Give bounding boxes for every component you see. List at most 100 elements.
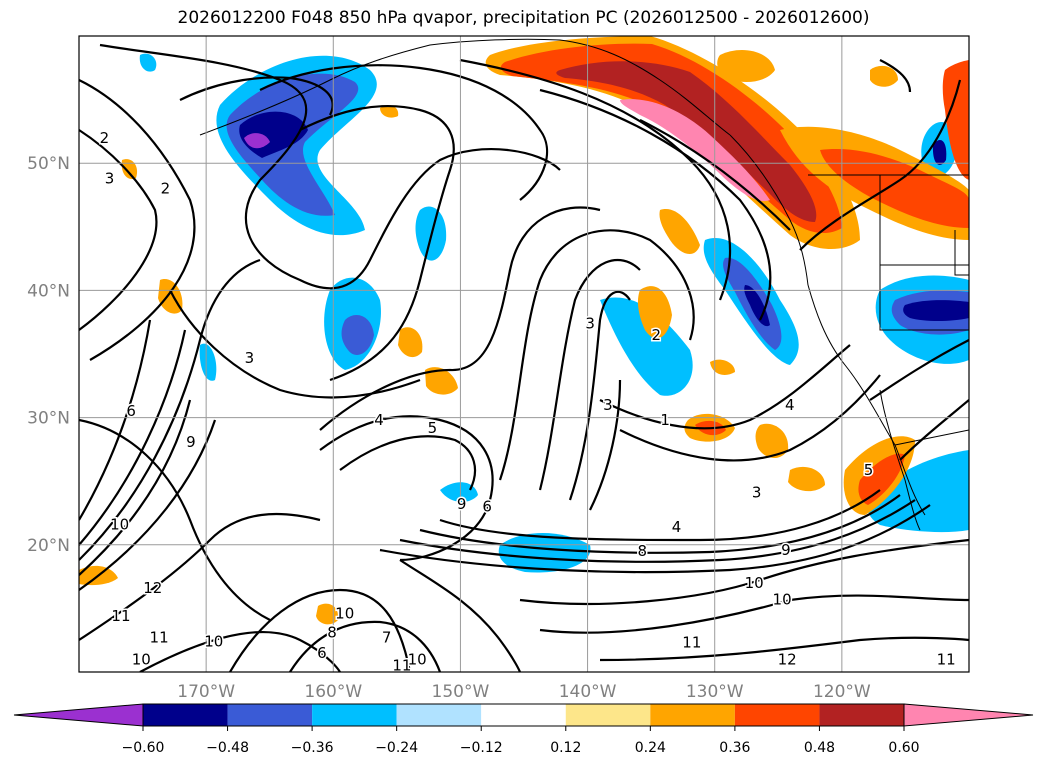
contour-line <box>538 258 641 491</box>
lat-tick-label: 50°N <box>27 154 70 174</box>
coastline-west-us <box>807 284 926 516</box>
contour-line <box>439 489 881 542</box>
contour-line <box>319 206 601 431</box>
colorbar-tick-label: 0.12 <box>550 740 581 756</box>
colorbar-swatch <box>565 704 651 726</box>
contour-line <box>519 538 969 606</box>
pos-top-right <box>717 50 775 82</box>
contour-label: 10 <box>132 650 151 668</box>
colorbar-swatch <box>312 704 397 726</box>
pos-blob-8 <box>398 327 423 358</box>
neg-band-east2-peak <box>744 285 770 327</box>
neg-blob-midpac-core <box>341 315 374 355</box>
contour-line <box>139 630 341 672</box>
contour-label: 4 <box>374 411 384 429</box>
contour-label: 8 <box>327 624 337 642</box>
colorbar-tick-label: 0.48 <box>804 740 835 756</box>
neg-blob-aleutian-peak <box>244 133 270 149</box>
lat-tick-label: 40°N <box>27 281 70 301</box>
contour-line <box>289 620 442 672</box>
border-us-mexico <box>894 429 969 446</box>
contour-label: 10 <box>110 515 129 533</box>
pos-blob-3 <box>788 466 825 492</box>
border-state3 <box>954 230 969 276</box>
contour-label: 3 <box>245 349 255 367</box>
contour-label: 11 <box>682 634 701 652</box>
colorbar: −0.60 −0.48 −0.36 −0.24 −0.12 0.12 0.24 0.36 0.4… <box>13 703 1034 756</box>
contour-line <box>259 64 549 201</box>
contour-label: 2 <box>100 129 110 147</box>
contour-line <box>599 636 969 662</box>
neg-band-east <box>600 297 693 396</box>
neg-blob-coast-peak <box>903 300 969 321</box>
colorbar-tick-label: −0.12 <box>460 740 503 756</box>
pos-blob-14 <box>380 105 399 118</box>
lon-tick-label: 120°W <box>813 682 871 702</box>
colorbar-swatch <box>227 704 313 726</box>
contour-label: 6 <box>317 644 327 662</box>
colorbar-frame <box>142 703 905 727</box>
contour-line <box>169 289 421 399</box>
graticule <box>79 36 969 672</box>
colorbar-tick-label: −0.60 <box>122 740 165 756</box>
contour-line <box>899 399 969 461</box>
contour-line <box>339 435 477 491</box>
contour-label: 9 <box>186 433 196 451</box>
colorbar-extend-low <box>13 703 144 727</box>
lon-tick-label: 130°W <box>686 682 744 702</box>
contour-line <box>79 258 261 561</box>
colorbar-swatch <box>650 704 735 726</box>
contour-label: 10 <box>745 574 764 592</box>
pos-band-pnw-peak <box>620 99 770 202</box>
coastline-alaska <box>199 38 731 136</box>
contour-line <box>79 329 187 546</box>
contour-line <box>599 344 851 430</box>
pos-blob-4-core <box>858 453 905 505</box>
contour-label: 9 <box>781 541 791 559</box>
contour-line <box>79 399 192 576</box>
coastline-layer <box>199 38 969 531</box>
contour-line <box>539 88 772 321</box>
contour-label: 10 <box>773 590 792 608</box>
colorbar-tick-label: 0.36 <box>719 740 750 756</box>
contour-label: 12 <box>143 579 162 597</box>
lon-tick-label: 140°W <box>559 682 617 702</box>
contour-line <box>79 319 152 521</box>
contour-line <box>879 59 912 93</box>
contour-label: 10 <box>335 604 354 622</box>
pos-blob-9 <box>158 279 183 314</box>
contour-line <box>229 588 412 672</box>
contour-line <box>399 499 916 563</box>
contour-label: 6 <box>482 498 492 516</box>
colorbar-swatch <box>734 704 820 726</box>
contour-line <box>539 594 969 634</box>
contour-label: 2 <box>651 326 661 344</box>
contour-layer <box>79 43 969 672</box>
pos-blob-13 <box>121 159 138 180</box>
contour-line <box>619 374 881 462</box>
contour-label: 12 <box>778 650 797 668</box>
colorbar-swatch <box>143 704 228 726</box>
coastline-baja <box>879 389 921 531</box>
contour-line <box>589 379 622 511</box>
neg-blob-south <box>498 532 591 573</box>
colorbar-extend-high <box>903 703 1034 727</box>
neg-blob-south2 <box>440 482 478 502</box>
contour-label: 3 <box>105 169 115 187</box>
contour-label: 9 <box>457 495 467 513</box>
lat-tick-label: 20°N <box>27 536 70 556</box>
contour-line <box>319 415 494 562</box>
coastline-bc <box>729 134 809 286</box>
contour-label: 3 <box>603 396 613 414</box>
contour-label: 6 <box>126 402 136 420</box>
contour-line <box>379 504 931 574</box>
contour-label: 7 <box>382 629 392 647</box>
pos-blob-12 <box>710 359 735 375</box>
contour-label: 2 <box>161 180 171 198</box>
map-frame <box>78 35 970 673</box>
precip-fill-layer <box>79 36 969 625</box>
border-state2 <box>879 265 969 331</box>
contour-line <box>79 512 321 641</box>
